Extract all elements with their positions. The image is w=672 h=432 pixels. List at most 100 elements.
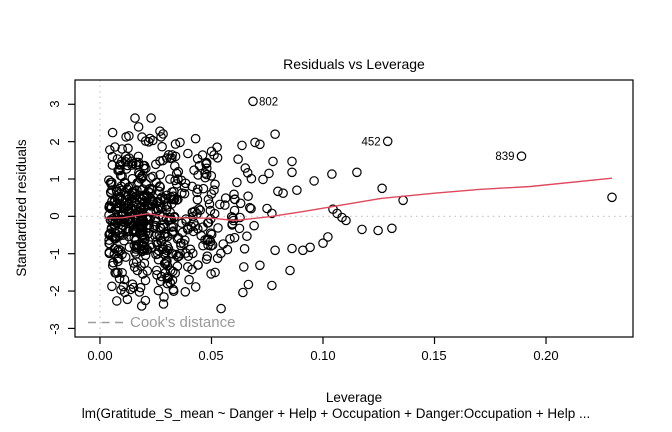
data-point [167,227,178,237]
data-point [153,205,164,215]
data-point [270,129,280,139]
model-call-subtitle: lm(Gratitude_S_mean ~ Danger + Help + Oc… [81,406,591,421]
data-point [170,161,180,171]
data-point [107,281,117,292]
point-label: 452 [362,136,381,148]
data-point [235,212,245,223]
data-point [142,245,153,255]
data-point [218,239,228,249]
data-point [129,262,140,272]
data-point [135,282,146,293]
data-point [133,122,144,132]
data-point [270,245,280,256]
data-point [145,188,156,198]
data-point [124,208,135,219]
data-point [181,248,191,258]
data-point [229,189,239,200]
data-point [233,154,243,164]
data-point [146,113,156,123]
data-point [194,160,205,171]
labeled-data-point [382,136,393,147]
data-point [111,268,122,278]
data-point [168,249,178,259]
data-point [145,133,155,144]
data-point [168,226,179,236]
data-point [245,202,255,213]
x-tick-label-0.15: 0.15 [421,348,447,363]
data-point [170,139,181,149]
data-point [179,188,190,199]
data-point [117,144,127,154]
data-point [111,184,122,195]
data-point [200,168,210,178]
data-point [203,194,214,205]
data-point [166,199,177,209]
data-point [387,223,397,234]
data-point [151,265,162,276]
data-point [318,238,328,248]
data-point [146,194,156,204]
data-point [139,201,150,212]
data-point [151,177,162,188]
data-point [172,261,183,271]
data-point [178,239,189,249]
data-point [125,284,136,295]
data-point [173,233,184,243]
data-point [210,179,220,190]
y-tick-label-3: 3 [47,100,62,108]
data-point [220,193,231,203]
data-point [143,228,154,239]
data-point [243,279,254,290]
point-label: 802 [259,96,278,108]
data-point [104,238,115,249]
data-point [117,267,127,278]
data-point [119,235,129,246]
data-point [267,208,277,219]
data-point [142,266,153,276]
data-point [153,254,164,265]
data-point [124,131,134,141]
data-point [114,273,125,284]
data-point [215,199,225,210]
data-point [278,188,288,198]
data-point [158,299,169,309]
data-point [190,133,201,144]
data-point [136,261,146,271]
data-point [153,285,164,296]
data-point [112,193,123,204]
y-tick-label-1: 1 [47,175,62,183]
x-tick-label-0.00: 0.00 [87,348,113,363]
data-point [186,221,197,232]
data-point [341,215,351,226]
data-point [110,142,120,152]
data-point [122,294,133,305]
data-point [323,232,333,242]
data-point [232,177,242,188]
data-point [125,203,136,214]
data-point [171,168,182,179]
data-point [105,215,116,225]
data-point [127,173,138,184]
data-point [115,165,125,176]
data-point [246,203,256,214]
data-point [206,171,217,181]
data-point [181,214,191,224]
data-point [239,262,249,272]
data-point [162,273,172,284]
data-point [225,234,235,244]
data-point [298,245,308,256]
data-point [377,183,387,194]
data-point [137,230,147,240]
y-tick-label-0: 0 [47,212,62,220]
data-point [131,235,141,246]
data-point [133,151,144,162]
data-point [122,184,132,194]
data-point [105,145,115,155]
data-point [118,202,129,212]
data-point [357,224,367,235]
data-point [130,113,140,123]
data-point [192,194,203,205]
data-point [124,198,134,209]
y-tick-label--2: -2 [47,285,62,297]
data-point [285,265,295,276]
